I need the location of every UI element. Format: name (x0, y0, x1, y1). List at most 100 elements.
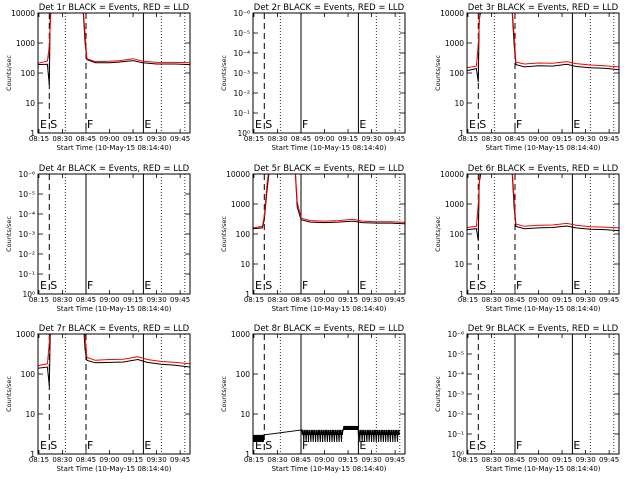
event-marker: F (516, 118, 522, 131)
event-marker: E (469, 279, 476, 292)
event-marker: E (359, 279, 366, 292)
y-tick-label: 10⁰ (451, 450, 464, 459)
detector-panel: Det 2r BLACK = Events, RED = LLD Counts/s… (220, 3, 406, 152)
x-tick-label: 08:45 (505, 456, 525, 464)
series-line-lld (38, 13, 190, 64)
detector-panel: Det 1r BLACK = Events, RED = LLD Counts/s… (5, 3, 191, 152)
y-tick-label: 100 (21, 69, 36, 78)
panel-title: Det 2r BLACK = Events, RED = LLD (254, 3, 405, 13)
x-tick-label: 09:30 (575, 135, 595, 143)
event-marker: E (359, 439, 366, 452)
event-marker: E (40, 279, 47, 292)
y-tick-label: 10 (25, 99, 35, 108)
event-marker: S (265, 439, 272, 452)
y-tick-label: 10⁻² (447, 410, 464, 419)
y-tick-label: 10 (240, 260, 250, 269)
plot-frame (466, 12, 620, 134)
y-tick-label: 10⁻¹ (447, 430, 464, 439)
event-marker: F (302, 439, 308, 452)
x-tick-label: 08:15 (244, 296, 264, 304)
y-tick-label: 10⁻⁶ (447, 330, 464, 339)
event-marker: E (255, 279, 262, 292)
detector-panel: Det 5r BLACK = Events, RED = LLD Counts/s… (220, 164, 406, 313)
y-tick-label: 10⁻³ (233, 69, 250, 78)
event-marker: S (50, 439, 57, 452)
plot-frame (466, 333, 620, 455)
y-tick-label: 10⁻⁴ (447, 370, 464, 379)
y-tick-label: 1000 (231, 330, 250, 339)
event-marker: E (144, 279, 151, 292)
y-axis-label: Counts/sec (5, 216, 13, 252)
x-tick-label: 08:45 (291, 296, 311, 304)
panel-title: Det 5r BLACK = Events, RED = LLD (254, 164, 405, 174)
x-axis-label: Start Time (10-May-15 08:14:40) (56, 305, 171, 313)
x-tick-label: 08:30 (481, 456, 501, 464)
series-line-lld (467, 174, 619, 229)
detector-panel: Det 3r BLACK = Events, RED = LLD Counts/s… (434, 3, 620, 152)
x-tick-label: 09:00 (528, 135, 548, 143)
event-marker: E (255, 118, 262, 131)
x-tick-label: 09:45 (385, 296, 405, 304)
panel-title: Det 6r BLACK = Events, RED = LLD (468, 164, 619, 174)
series-line-events (467, 174, 619, 241)
x-axis-label: Start Time (10-May-15 08:14:40) (56, 465, 171, 473)
x-axis-label: Start Time (10-May-15 08:14:40) (56, 144, 171, 152)
x-tick-label: 09:15 (123, 135, 143, 143)
y-axis-label: Counts/sec (5, 55, 13, 91)
series-line-lld (38, 334, 190, 367)
x-tick-label: 09:15 (552, 135, 572, 143)
detector-panel: Det 7r BLACK = Events, RED = LLD Counts/s… (5, 324, 191, 473)
y-tick-label: 10⁻¹ (18, 270, 35, 279)
x-tick-label: 08:15 (29, 135, 49, 143)
x-tick-label: 09:45 (170, 296, 190, 304)
panel-title: Det 4r BLACK = Events, RED = LLD (39, 164, 190, 174)
panel-title: Det 7r BLACK = Events, RED = LLD (39, 324, 190, 334)
series-line-events (253, 425, 400, 443)
event-marker: E (144, 118, 151, 131)
event-marker: S (265, 279, 272, 292)
event-marker: E (469, 439, 476, 452)
x-tick-label: 08:30 (52, 135, 72, 143)
y-tick-label: 10⁻⁵ (233, 29, 250, 38)
x-tick-label: 09:00 (528, 296, 548, 304)
event-marker: F (302, 118, 308, 131)
x-tick-label: 09:15 (338, 296, 358, 304)
panel-title: Det 8r BLACK = Events, RED = LLD (254, 324, 405, 334)
y-axis-label: Counts/sec (220, 216, 228, 252)
y-axis-label: Counts/sec (434, 55, 442, 91)
y-tick-label: 100 (236, 370, 251, 379)
y-tick-label: 10⁻⁶ (18, 170, 35, 179)
x-tick-label: 09:30 (575, 296, 595, 304)
y-tick-label: 1000 (231, 200, 250, 209)
series-line-lld (253, 174, 405, 229)
y-tick-label: 10⁰ (22, 290, 35, 299)
y-tick-label: 1 (30, 450, 35, 459)
y-tick-label: 10⁻⁵ (18, 190, 35, 199)
x-tick-label: 09:45 (599, 456, 619, 464)
event-marker: E (40, 118, 47, 131)
x-tick-label: 08:30 (52, 296, 72, 304)
x-tick-label: 09:30 (146, 456, 166, 464)
x-tick-label: 08:15 (458, 456, 478, 464)
plot-frame (252, 173, 406, 295)
x-tick-label: 09:30 (361, 135, 381, 143)
x-tick-label: 08:15 (29, 296, 49, 304)
x-tick-label: 08:45 (291, 456, 311, 464)
event-marker: E (573, 439, 580, 452)
detector-panel: Det 8r BLACK = Events, RED = LLD Counts/s… (220, 324, 406, 473)
detector-panel: Det 9r BLACK = Events, RED = LLD Counts/s… (434, 324, 620, 473)
y-tick-label: 1000 (16, 39, 35, 48)
x-tick-label: 09:30 (146, 296, 166, 304)
series-line-events (467, 13, 619, 83)
y-tick-label: 1 (459, 290, 464, 299)
x-tick-label: 08:15 (29, 456, 49, 464)
y-tick-label: 10000 (226, 170, 250, 179)
x-tick-label: 08:15 (458, 135, 478, 143)
series-line-events (38, 13, 190, 85)
plot-frame (37, 12, 191, 134)
event-marker: E (144, 439, 151, 452)
y-tick-label: 100 (21, 370, 36, 379)
event-marker: S (50, 118, 57, 131)
event-marker: E (40, 439, 47, 452)
y-tick-label: 10⁻³ (18, 230, 35, 239)
